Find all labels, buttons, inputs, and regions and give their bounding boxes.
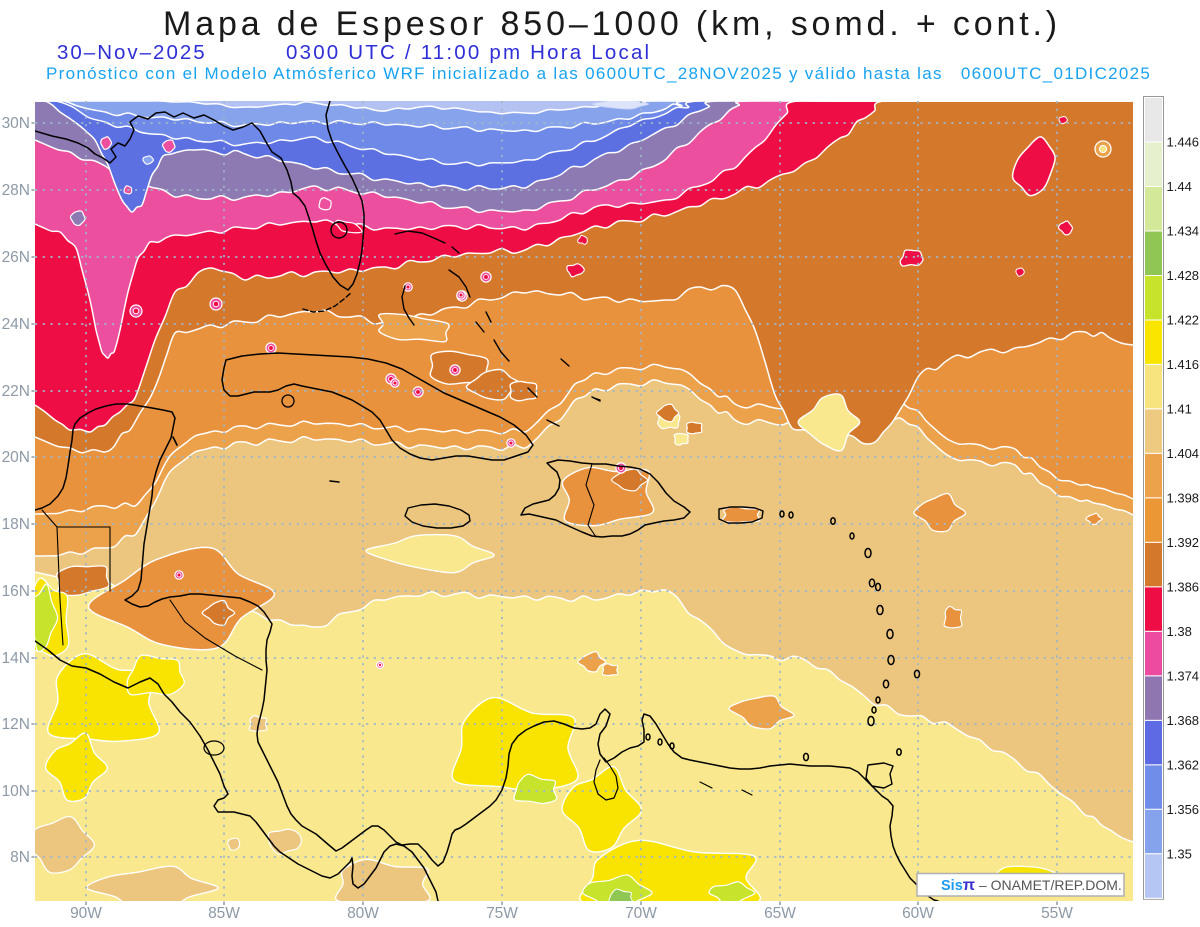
svg-text:14N: 14N (2, 650, 30, 667)
svg-text:70W: 70W (625, 905, 657, 922)
svg-text:1.362: 1.362 (1167, 757, 1200, 772)
svg-text:1.422: 1.422 (1167, 313, 1200, 328)
svg-text:55W: 55W (1041, 905, 1073, 922)
svg-text:1.404: 1.404 (1167, 446, 1200, 461)
svg-text:1.386: 1.386 (1167, 579, 1200, 594)
svg-text:0300 UTC / 11:00 pm Hora Local: 0300 UTC / 11:00 pm Hora Local (286, 41, 651, 64)
svg-text:Pronóstico con el Modelo Atmós: Pronóstico con el Modelo Atmósferico WRF… (46, 64, 1151, 83)
svg-text:Mapa de Espesor 850–1000 (km,: Mapa de Espesor 850–1000 (km, somd. + co… (163, 5, 1061, 43)
svg-text:22N: 22N (2, 383, 30, 400)
svg-text:12N: 12N (2, 716, 30, 733)
svg-text:90W: 90W (70, 905, 102, 922)
svg-text:1.41: 1.41 (1167, 401, 1192, 416)
svg-text:75W: 75W (486, 905, 518, 922)
svg-text:80W: 80W (347, 905, 379, 922)
svg-text:65W: 65W (764, 905, 796, 922)
svg-text:1.44: 1.44 (1167, 179, 1192, 194)
svg-text:1.434: 1.434 (1167, 224, 1200, 239)
svg-text:1.392: 1.392 (1167, 535, 1200, 550)
svg-text:1.428: 1.428 (1167, 268, 1200, 283)
svg-text:1.368: 1.368 (1167, 713, 1200, 728)
svg-text:8N: 8N (10, 849, 30, 866)
svg-text:24N: 24N (2, 316, 30, 333)
svg-text:1.416: 1.416 (1167, 357, 1200, 372)
svg-text:30N: 30N (2, 115, 30, 132)
svg-text:1.38: 1.38 (1167, 624, 1192, 639)
svg-text:1.356: 1.356 (1167, 802, 1200, 817)
svg-text:16N: 16N (2, 583, 30, 600)
svg-text:10N: 10N (2, 783, 30, 800)
svg-text:Sisπ – ONAMET/REP.DOM.: Sisπ – ONAMET/REP.DOM. (941, 877, 1122, 894)
svg-text:1.446: 1.446 (1167, 135, 1200, 150)
svg-text:1.374: 1.374 (1167, 668, 1200, 683)
svg-text:60W: 60W (902, 905, 934, 922)
svg-text:30–Nov–2025: 30–Nov–2025 (57, 41, 207, 64)
svg-text:1.35: 1.35 (1167, 846, 1192, 861)
svg-text:28N: 28N (2, 182, 30, 199)
svg-text:26N: 26N (2, 249, 30, 266)
svg-text:18N: 18N (2, 516, 30, 533)
svg-text:85W: 85W (208, 905, 240, 922)
svg-text:1.398: 1.398 (1167, 490, 1200, 505)
svg-text:20N: 20N (2, 449, 30, 466)
